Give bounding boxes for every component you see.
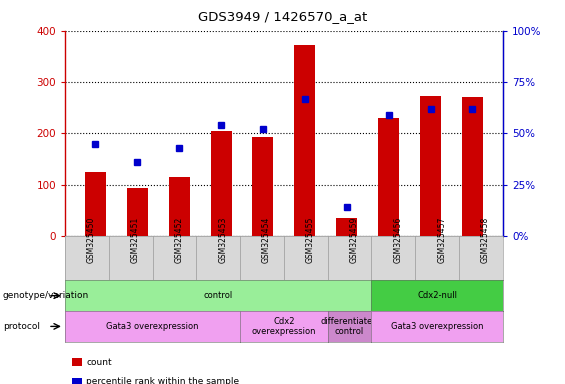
- Text: Cdx2
overexpression: Cdx2 overexpression: [251, 317, 316, 336]
- Bar: [378, 118, 399, 236]
- Bar: [294, 45, 315, 236]
- Bar: [127, 189, 147, 236]
- Text: GSM325453: GSM325453: [218, 217, 227, 263]
- Text: GSM325452: GSM325452: [175, 217, 184, 263]
- Text: count: count: [86, 358, 112, 367]
- Text: percentile rank within the sample: percentile rank within the sample: [86, 377, 240, 384]
- Text: GSM325457: GSM325457: [437, 217, 446, 263]
- Text: genotype/variation: genotype/variation: [3, 291, 89, 300]
- Text: GSM325454: GSM325454: [262, 217, 271, 263]
- Bar: [462, 98, 483, 236]
- Text: GSM325459: GSM325459: [350, 217, 359, 263]
- Bar: [72, 377, 82, 384]
- Text: Gata3 overexpression: Gata3 overexpression: [106, 322, 199, 331]
- Text: GSM325455: GSM325455: [306, 217, 315, 263]
- Text: protocol: protocol: [3, 322, 40, 331]
- Text: differentiated
control: differentiated control: [321, 317, 379, 336]
- Text: control: control: [203, 291, 233, 300]
- Text: Gata3 overexpression: Gata3 overexpression: [391, 322, 484, 331]
- Bar: [420, 96, 441, 236]
- Bar: [169, 177, 190, 236]
- Text: GDS3949 / 1426570_a_at: GDS3949 / 1426570_a_at: [198, 10, 367, 23]
- Text: GSM325450: GSM325450: [87, 217, 96, 263]
- Text: Cdx2-null: Cdx2-null: [417, 291, 457, 300]
- Bar: [211, 131, 232, 236]
- Bar: [85, 172, 106, 236]
- Text: GSM325451: GSM325451: [131, 217, 140, 263]
- Bar: [336, 218, 357, 236]
- Bar: [72, 358, 82, 366]
- Text: GSM325456: GSM325456: [393, 217, 402, 263]
- Text: GSM325458: GSM325458: [481, 217, 490, 263]
- Bar: [253, 137, 273, 236]
